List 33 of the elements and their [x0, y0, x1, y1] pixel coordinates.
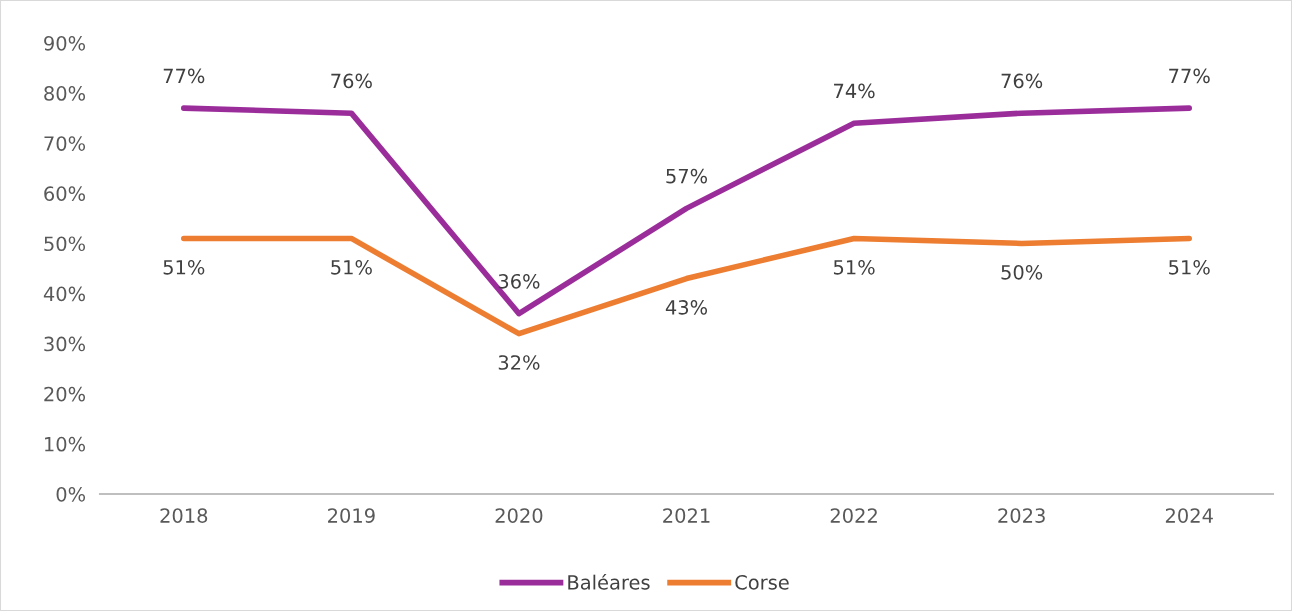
data-label: 51% — [1169, 259, 1210, 275]
y-tick-label: 60% — [44, 186, 86, 201]
y-tick-label: 50% — [44, 236, 86, 252]
y-tick-label: 20% — [44, 386, 86, 402]
data-label: 77% — [1169, 68, 1210, 84]
data-label: 32% — [498, 355, 540, 370]
y-tick-label: 0% — [56, 486, 86, 502]
x-tick-label: 2019 — [328, 508, 375, 523]
data-label: 51% — [833, 259, 875, 275]
data-label: 76% — [331, 73, 372, 89]
y-tick-label: 10% — [45, 436, 86, 452]
data-label: 43% — [665, 300, 708, 315]
y-tick-label: 40% — [43, 286, 86, 302]
data-label: 50% — [1001, 264, 1043, 280]
data-label: 51% — [163, 259, 205, 275]
data-label: 77% — [163, 68, 205, 84]
y-tick-label: 90% — [44, 35, 86, 51]
data-label: 76% — [1001, 73, 1043, 89]
data-label: 74% — [834, 83, 875, 99]
data-label: 36% — [498, 273, 540, 289]
x-tick-label: 2024 — [1165, 508, 1213, 523]
x-tick-label: 2021 — [663, 508, 710, 523]
y-tick-label: 70% — [44, 136, 86, 151]
data-label: 57% — [666, 168, 708, 184]
x-tick-label: 2018 — [160, 508, 208, 523]
data-label: 51% — [331, 259, 372, 275]
x-tick-label: 2022 — [830, 508, 877, 523]
legend-label: Corse — [735, 575, 789, 590]
y-tick-label: 30% — [44, 336, 86, 352]
x-tick-label: 2023 — [998, 508, 1045, 523]
y-tick-label: 80% — [44, 86, 86, 101]
legend-label: Baléares — [568, 573, 650, 590]
x-tick-label: 2020 — [495, 508, 543, 523]
